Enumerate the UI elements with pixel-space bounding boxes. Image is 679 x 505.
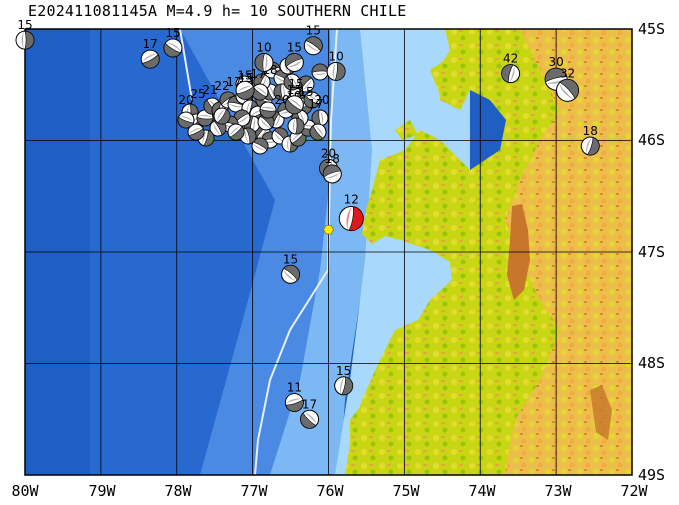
cluster-mechanism-icon [283,73,301,91]
cluster-depth-label: 22 [214,79,229,93]
main-event-mechanism-icon [338,206,364,232]
x-tick-label: 75W [392,482,420,500]
event-depth-label: 15 [17,18,32,32]
event-depth-label: 15 [283,252,298,266]
cluster-mechanism-icon [251,137,269,155]
event-depth-label: 11 [287,381,302,395]
focal-mechanism-icon [281,264,301,284]
cluster-mechanism-icon [297,75,315,93]
icefield-peak-2 [590,385,612,440]
event-depth-label: 15 [237,68,252,82]
focal-mechanism-icon [580,136,600,156]
epicenter-marker-icon [323,224,334,235]
focal-mechanism-icon [254,52,274,72]
focal-mechanism-icon [163,38,183,58]
event-depth-label: 10 [256,40,271,54]
y-tick-label: 46S [638,131,666,149]
focal-mechanism-icon [235,80,255,100]
cluster-depth-label: 21 [202,83,217,97]
y-tick-label: 47S [638,243,666,261]
cluster-mechanism-icon [177,111,195,129]
event-depth-label: 15 [287,40,302,54]
x-tick-label: 79W [88,482,116,500]
cluster-mechanism-icon [187,123,205,141]
cluster-mechanism-icon [311,109,329,127]
event-depth-label: 42 [503,52,518,66]
event-depth-label: 18 [583,124,598,138]
y-tick-label: 49S [638,466,666,484]
x-tick-label: 80W [11,482,39,500]
focal-mechanism-icon [15,30,35,50]
cluster-depth-label: 15 [288,77,303,91]
event-depth-label: 32 [560,66,575,80]
event-depth-label: 10 [328,49,343,63]
event-depth-label: 18 [325,152,340,166]
trench-line [179,29,338,475]
event-depth-label: 15 [306,24,321,38]
focal-mechanism-icon [284,393,304,413]
y-tick-label: 48S [638,354,666,372]
event-depth-label: 15 [165,26,180,40]
focal-mechanism-icon [284,52,304,72]
cluster-mechanism-icon [213,107,231,125]
cluster-mechanism-icon [303,91,321,109]
cluster-mechanism-icon [311,63,329,81]
cluster-depth-label: 25 [190,87,205,101]
x-tick-label: 76W [316,482,344,500]
focal-mechanism-icon [326,61,346,81]
map-frame [24,28,633,476]
land-islands [350,60,455,475]
event-depth-label: 30 [548,55,563,69]
cluster-depth-label: 20 [314,93,329,107]
event-depth-label: 15 [336,364,351,378]
event-depth-label: 15 [287,83,302,97]
main-event: 12 [323,193,364,235]
map-title: E202411081145A M=4.9 h= 10 SOUTHERN CHIL… [28,2,407,20]
focal-mechanism-icon [300,409,320,429]
cluster-depth-label: 20 [178,93,193,107]
event-depth-label: 17 [143,37,158,51]
focal-mechanism-icon [284,95,304,115]
land-peninsula [362,130,485,262]
cluster-depth-label: 17 [308,97,323,111]
x-tick-label: 77W [240,482,268,500]
cluster-depth-label: 15 [298,85,313,99]
event-depth-label: 20 [321,146,336,160]
cluster-mechanism-icon [309,123,327,141]
cluster-mechanism-icon [259,101,277,119]
x-tick-label: 73W [544,482,572,500]
cluster-mechanism-icon [287,117,305,135]
x-tick-label: 78W [164,482,192,500]
main-event-depth-label: 12 [344,193,359,207]
event-depth-label: 17 [302,397,317,411]
focal-mechanism-icon [334,376,354,396]
focal-mechanism-icon [556,78,580,102]
focal-mechanism-icon [501,64,521,84]
x-tick-label: 72W [620,482,648,500]
cluster-mechanism-icon [227,123,245,141]
y-tick-label: 45S [638,20,666,38]
cluster-mechanism-icon [196,109,214,127]
focal-mechanism-icon [140,49,160,69]
focal-mechanism-icon [303,36,323,56]
focal-mechanism-icon [322,164,342,184]
graticule [25,29,632,475]
x-tick-label: 74W [468,482,496,500]
